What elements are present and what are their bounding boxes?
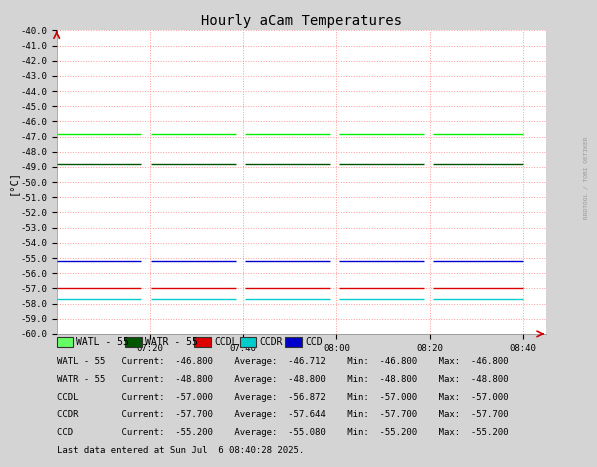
Title: Hourly aCam Temperatures: Hourly aCam Temperatures <box>201 14 402 28</box>
Text: WATL - 55   Current:  -46.800    Average:  -46.712    Min:  -46.800    Max:  -46: WATL - 55 Current: -46.800 Average: -46.… <box>57 357 508 366</box>
Text: CCDL        Current:  -57.000    Average:  -56.872    Min:  -57.000    Max:  -57: CCDL Current: -57.000 Average: -56.872 M… <box>57 393 508 402</box>
Text: CCD         Current:  -55.200    Average:  -55.080    Min:  -55.200    Max:  -55: CCD Current: -55.200 Average: -55.080 Mi… <box>57 428 508 437</box>
Text: CCD: CCD <box>305 337 322 347</box>
Text: CCDL: CCDL <box>214 337 238 347</box>
Text: CCDR: CCDR <box>260 337 283 347</box>
Text: Last data entered at Sun Jul  6 08:40:28 2025.: Last data entered at Sun Jul 6 08:40:28 … <box>57 446 304 455</box>
Text: WATR - 55: WATR - 55 <box>145 337 198 347</box>
Text: WATL - 55: WATL - 55 <box>76 337 130 347</box>
Text: RRDTOOL / TOBI OETIKER: RRDTOOL / TOBI OETIKER <box>584 136 589 219</box>
Text: WATR - 55   Current:  -48.800    Average:  -48.800    Min:  -48.800    Max:  -48: WATR - 55 Current: -48.800 Average: -48.… <box>57 375 508 384</box>
Y-axis label: [°C]: [°C] <box>7 170 17 195</box>
Text: CCDR        Current:  -57.700    Average:  -57.644    Min:  -57.700    Max:  -57: CCDR Current: -57.700 Average: -57.644 M… <box>57 410 508 419</box>
